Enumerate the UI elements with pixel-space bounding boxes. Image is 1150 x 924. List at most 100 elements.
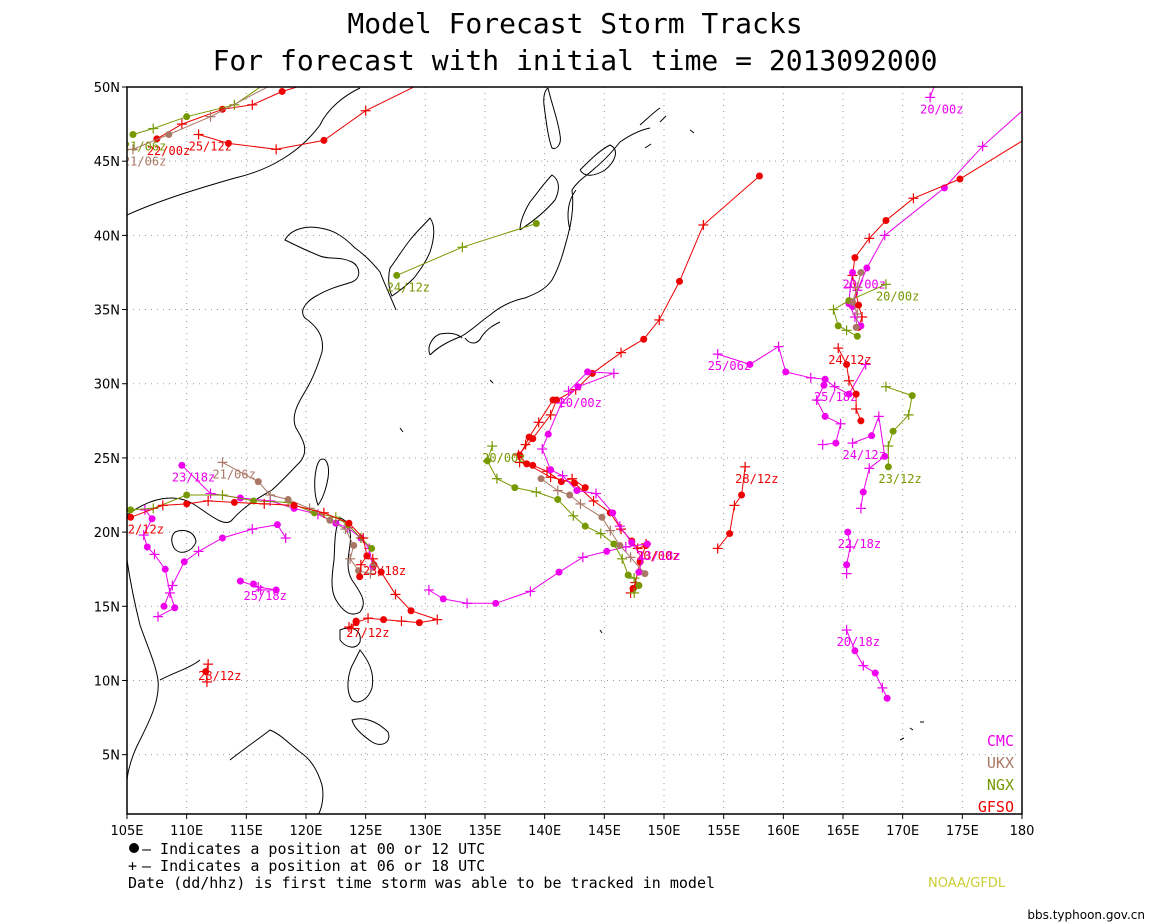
track-point-06-18-utc xyxy=(355,559,366,570)
track-ngx: 20/00z xyxy=(828,279,919,340)
track-point-06-18-utc xyxy=(318,507,329,518)
x-tick-label: 130E xyxy=(409,824,442,839)
track-point-06-18-utc xyxy=(608,368,619,379)
track-point-00-12-utc xyxy=(254,478,262,486)
track-point-06-18-utc xyxy=(841,625,852,636)
track-start-label: 24/12z xyxy=(387,280,430,294)
track-start-label: 20/00z xyxy=(636,549,679,563)
track-point-06-18-utc xyxy=(590,488,601,499)
track-point-06-18-utc xyxy=(217,490,228,501)
track-point-00-12-utc xyxy=(782,368,790,376)
legend-item-cmc: CMC xyxy=(987,732,1014,750)
track-point-00-12-utc xyxy=(610,540,618,548)
track-point-06-18-utc xyxy=(217,457,228,468)
track-point-06-18-utc xyxy=(345,553,356,564)
track-point-06-18-utc xyxy=(847,438,858,449)
track-start-label: 21/06z xyxy=(123,154,166,168)
track-point-00-12-utc xyxy=(554,495,562,503)
track-start-label: 20/00z xyxy=(920,102,963,116)
track-point-00-12-utc xyxy=(511,484,519,492)
track-point-00-12-utc xyxy=(883,694,891,702)
track-point-00-12-utc xyxy=(218,534,226,542)
x-tick-label: 175E xyxy=(946,824,979,839)
track-point-06-18-utc xyxy=(575,498,586,509)
track-point-06-18-utc xyxy=(835,418,846,429)
track-start-label: 21/06z xyxy=(212,467,255,481)
track-point-06-18-utc xyxy=(203,659,214,670)
track-start-label: 20/00z xyxy=(559,396,602,410)
track-point-06-18-utc xyxy=(537,444,548,455)
track-point-06-18-utc xyxy=(879,230,890,241)
track-point-00-12-utc xyxy=(635,568,643,576)
track-point-00-12-utc xyxy=(547,466,555,474)
track-point-00-12-utc xyxy=(549,396,557,404)
x-tick-label: 140E xyxy=(528,824,561,839)
track-ukx: 21/06z xyxy=(123,79,280,168)
track-point-00-12-utc xyxy=(849,298,857,306)
track-point-06-18-utc xyxy=(773,341,784,352)
track-point-00-12-utc xyxy=(746,360,754,368)
dot-symbol-icon xyxy=(129,843,139,853)
track-line xyxy=(832,283,887,337)
track-point-06-18-utc xyxy=(817,439,828,450)
track-point-00-12-utc xyxy=(624,571,632,579)
track-point-06-18-utc xyxy=(514,457,525,468)
track-point-00-12-utc xyxy=(407,607,415,615)
track-point-00-12-utc xyxy=(557,478,565,486)
storm-tracks: 22/00z25/12z21/06z21/06z24/12z20/00z20/0… xyxy=(121,79,1037,702)
track-cmc: 20/00z xyxy=(920,87,963,116)
track-point-06-18-utc xyxy=(841,568,852,579)
track-point-00-12-utc xyxy=(273,521,281,529)
track-cmc: 25/18z xyxy=(236,577,287,603)
track-start-label: 24/12z xyxy=(843,448,886,462)
track-point-00-12-utc xyxy=(202,668,210,676)
track-point-00-12-utc xyxy=(352,617,360,625)
track-point-00-12-utc xyxy=(821,375,829,383)
track-start-label: 23/18z xyxy=(363,564,406,578)
track-point-00-12-utc xyxy=(273,79,280,86)
track-ngx: 24/12z xyxy=(387,219,540,294)
track-start-label: 25/18z xyxy=(243,589,286,603)
track-point-06-18-utc xyxy=(340,524,351,535)
track-line xyxy=(130,500,368,577)
track-point-06-18-utc xyxy=(698,219,709,230)
track-point-06-18-utc xyxy=(520,439,531,450)
track-line xyxy=(852,414,886,509)
track-point-00-12-utc xyxy=(851,647,859,655)
track-point-06-18-utc xyxy=(588,495,599,506)
track-cmc: 20/18z xyxy=(837,625,891,702)
track-point-00-12-utc xyxy=(908,392,916,400)
track-point-00-12-utc xyxy=(1030,97,1037,104)
track-line xyxy=(541,371,644,573)
track-point-06-18-utc xyxy=(880,381,891,392)
track-point-06-18-utc xyxy=(311,87,313,88)
track-start-label: 20/00z xyxy=(876,289,919,303)
y-tick-label: 25N xyxy=(94,452,120,467)
track-point-00-12-utc xyxy=(249,497,257,505)
track-point-00-12-utc xyxy=(368,544,376,552)
track-point-00-12-utc xyxy=(843,360,851,368)
track-line xyxy=(846,629,888,699)
note-line-2: – Indicates a position at 06 or 18 UTC xyxy=(142,857,485,875)
track-ukx xyxy=(537,475,649,578)
track-start-label: 28/12z xyxy=(198,669,241,683)
track-start-label: 22/00z xyxy=(147,144,190,158)
track-point-06-18-utc xyxy=(828,304,839,315)
track-point-00-12-utc xyxy=(609,509,617,517)
track-point-06-18-utc xyxy=(491,473,502,484)
track-point-00-12-utc xyxy=(165,130,173,138)
x-tick-label: 160E xyxy=(767,824,800,839)
y-tick-label: 35N xyxy=(94,304,120,319)
legend: CMC UKX NGX GFSO xyxy=(978,732,1014,816)
track-point-00-12-utc xyxy=(834,322,842,330)
track-point-06-18-utc xyxy=(271,144,282,155)
track-point-06-18-utc xyxy=(280,533,291,544)
track-point-00-12-utc xyxy=(868,432,876,440)
track-gfso xyxy=(847,140,1022,331)
track-start-label: 22/12z xyxy=(121,522,164,536)
track-point-00-12-utc xyxy=(871,669,879,677)
track-cmc xyxy=(138,504,179,622)
x-tick-label: 120E xyxy=(289,824,322,839)
track-point-06-18-utc xyxy=(556,398,567,409)
